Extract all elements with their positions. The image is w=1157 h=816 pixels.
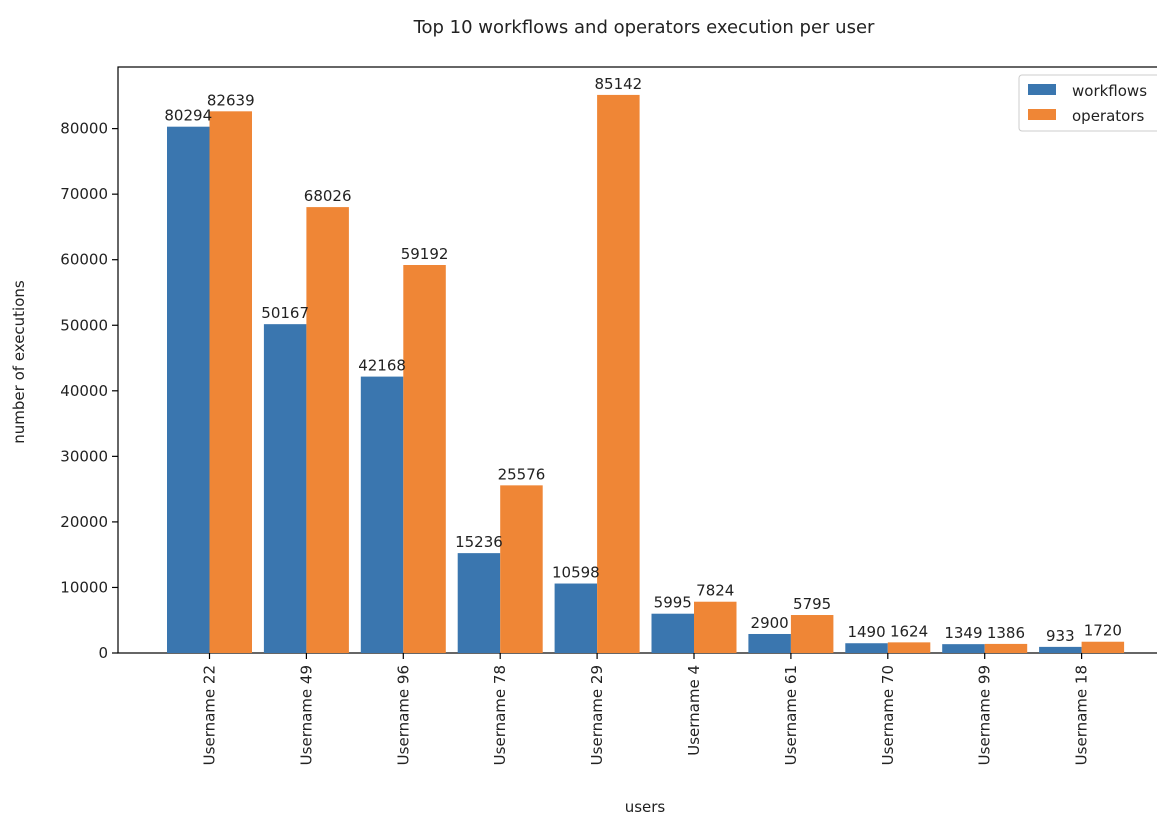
x-tick-label: Username 18 bbox=[1073, 665, 1091, 765]
bar-value-label: 1349 bbox=[944, 624, 982, 642]
y-tick-label: 80000 bbox=[60, 120, 108, 138]
plot-frame bbox=[117, 66, 1157, 654]
bar-value-label: 1624 bbox=[890, 622, 928, 640]
x-axis-label: users bbox=[625, 798, 666, 816]
bar-value-label: 7824 bbox=[696, 582, 734, 600]
x-tick-label: Username 99 bbox=[976, 665, 994, 765]
y-tick-label: 60000 bbox=[60, 251, 108, 269]
y-axis-label: number of executions bbox=[10, 280, 28, 444]
y-tick-label: 30000 bbox=[60, 447, 108, 465]
bar-value-label: 42168 bbox=[358, 357, 406, 375]
bar-value-label: 1720 bbox=[1084, 622, 1122, 640]
bar-workflows bbox=[942, 644, 985, 653]
legend-swatch-workflows bbox=[1028, 84, 1056, 95]
x-axis: Username 22 Username 49 Username 96 Usernam… bbox=[201, 653, 1091, 765]
bar-workflows bbox=[167, 126, 210, 653]
bar-operators bbox=[306, 207, 349, 653]
bar-workflows bbox=[554, 583, 598, 653]
y-tick-label: 20000 bbox=[60, 513, 108, 531]
bar-operators bbox=[887, 642, 931, 653]
bar-workflows bbox=[457, 553, 501, 653]
x-tick-label: Username 70 bbox=[879, 665, 897, 765]
bar-operators bbox=[597, 94, 640, 653]
x-tick-label: Username 78 bbox=[491, 665, 509, 765]
bar-workflows bbox=[360, 376, 404, 653]
bar-operators bbox=[1081, 641, 1125, 653]
bar-operators bbox=[790, 615, 834, 653]
bar-operators bbox=[984, 643, 1028, 653]
y-axis: 0 10000 20000 30000 40000 50000 60000 70000 8000… bbox=[60, 120, 118, 662]
bar-value-label: 85142 bbox=[594, 75, 642, 93]
y-tick-label: 40000 bbox=[60, 382, 108, 400]
x-tick-label: Username 4 bbox=[685, 665, 703, 756]
bar-operators bbox=[403, 265, 446, 653]
bar-value-label: 80294 bbox=[164, 107, 212, 125]
x-tick-label: Username 22 bbox=[201, 665, 219, 765]
x-tick-label: Username 61 bbox=[782, 665, 800, 765]
bar-value-label: 5995 bbox=[654, 594, 692, 612]
bar-value-label: 10598 bbox=[552, 564, 600, 582]
bar-value-label: 68026 bbox=[304, 187, 352, 205]
bar-workflows bbox=[748, 633, 791, 653]
legend-label-workflows: workflows bbox=[1072, 82, 1147, 100]
x-tick-label: Username 96 bbox=[394, 665, 412, 765]
legend: workflows operators bbox=[1018, 74, 1157, 132]
bar-operators bbox=[500, 485, 543, 653]
bar-value-label: 25576 bbox=[498, 465, 546, 483]
legend-label-operators: operators bbox=[1072, 107, 1145, 125]
y-tick-label: 0 bbox=[98, 644, 108, 662]
bar-workflows bbox=[263, 324, 307, 653]
bar-value-label: 82639 bbox=[207, 91, 255, 109]
bar-value-label: 5795 bbox=[793, 595, 831, 613]
bar-value-label: 2900 bbox=[751, 614, 789, 632]
bar-workflows bbox=[845, 643, 888, 653]
bar-operators bbox=[694, 601, 737, 653]
bar-workflows bbox=[1039, 646, 1082, 653]
bar-operators bbox=[209, 111, 252, 653]
bar-workflows bbox=[651, 613, 694, 653]
bars bbox=[167, 94, 1125, 653]
bar-value-label: 933 bbox=[1046, 627, 1075, 645]
bar-value-label: 1386 bbox=[987, 624, 1025, 642]
bar-value-label: 59192 bbox=[401, 245, 449, 263]
chart-title: Top 10 workflows and operators execution… bbox=[413, 17, 875, 38]
legend-swatch-operators bbox=[1028, 109, 1056, 120]
x-tick-label: Username 29 bbox=[588, 665, 606, 765]
y-tick-label: 50000 bbox=[60, 316, 108, 334]
bar-value-label: 1490 bbox=[847, 623, 885, 641]
y-tick-label: 70000 bbox=[60, 185, 108, 203]
bar-value-label: 50167 bbox=[261, 304, 309, 322]
x-tick-label: Username 49 bbox=[297, 665, 315, 765]
bar-value-label: 15236 bbox=[455, 533, 503, 551]
y-tick-label: 10000 bbox=[60, 578, 108, 596]
